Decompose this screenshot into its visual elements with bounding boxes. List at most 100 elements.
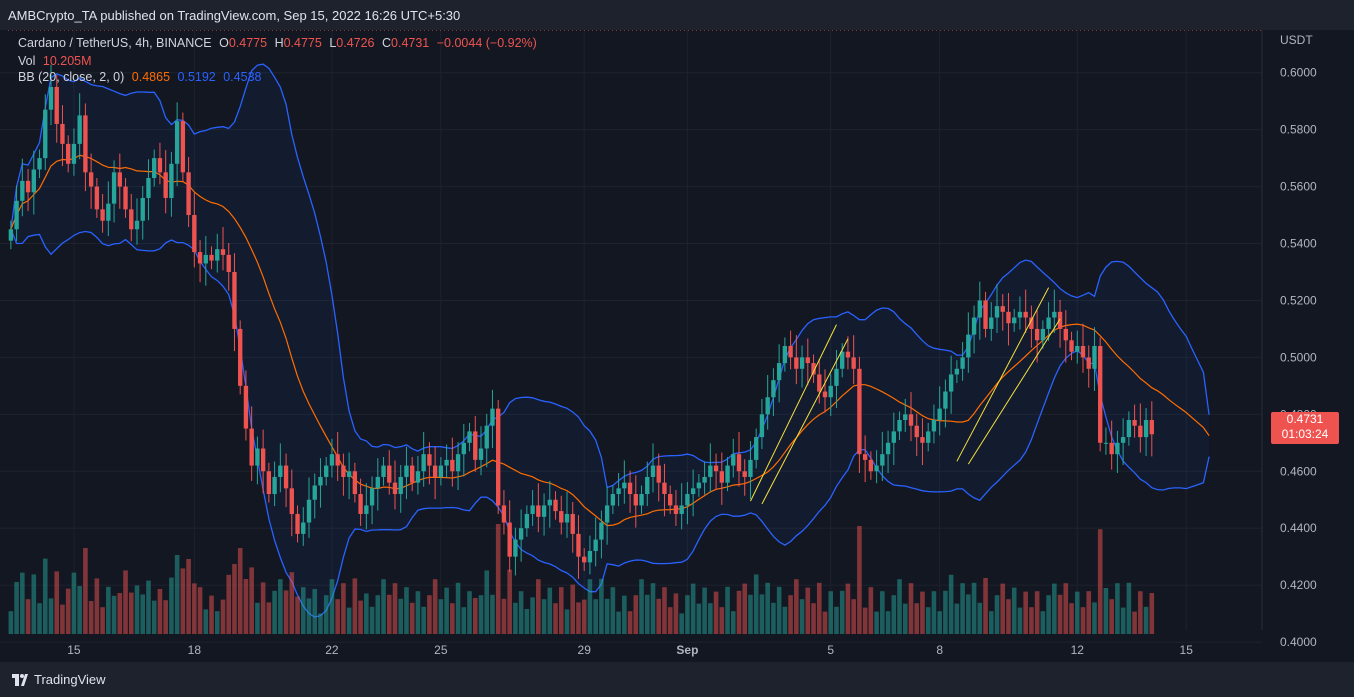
y-tick-label: 0.5800 [1280,123,1317,137]
volume-bar [1017,607,1023,634]
candle-body [868,459,874,472]
candle-body [891,431,896,443]
candle-body [937,408,942,421]
candle-body [197,252,203,264]
volume-bar [37,603,42,634]
volume-bar [214,611,220,634]
tradingview-logo[interactable]: TradingView [12,672,106,687]
volume-bar [1109,599,1114,634]
candle-body [1029,317,1034,329]
volume-bar [610,587,616,634]
candle-body [1126,420,1132,438]
change-value: −0.0044 (−0.92%) [436,36,537,50]
volume-bar [811,603,816,634]
candle-body [226,254,231,272]
candle-body [283,465,289,489]
chart-area[interactable] [0,30,1344,662]
x-tick-label: 25 [434,643,448,657]
candle-body [954,368,960,375]
volume-bar [1046,595,1051,634]
volume-bar [369,606,375,634]
volume-bar [730,611,736,634]
volume-bar [186,559,191,634]
volume-bar [908,583,914,634]
volume-bar [358,600,363,634]
candle-body [920,437,925,443]
candle-body [455,454,461,472]
last-price-tag: 0.4731 01:03:24 [1271,412,1339,444]
candle-body [507,522,512,557]
volume-bar [1023,591,1028,634]
candle-body [232,271,237,329]
candle-body [272,476,277,495]
volume-bar [994,595,1000,634]
candle-body [587,550,593,563]
volume-bar [885,611,891,634]
volume-bar [794,579,799,634]
x-tick-label: 22 [325,643,339,657]
candle-body [1092,346,1097,369]
candle-body [421,454,426,472]
volume-bar [977,602,983,634]
candle-body [461,442,466,455]
candle-body [375,476,380,489]
price-chart-svg[interactable]: 0.6000 0.5800 0.5600 0.5400 0.5200 0.5000 0.48… [0,30,1354,662]
candle-body [754,437,759,460]
candle-body [255,448,260,466]
candle-body [1109,442,1114,455]
candle-body [432,465,438,477]
x-tick-label: Sep [676,643,698,657]
o-label: O [219,36,229,50]
volume-bar [146,580,151,634]
volume-legend-row: Vol 10.205M [18,54,96,68]
candle-body [536,505,541,517]
candle-body [943,391,948,409]
volume-bar [1052,583,1057,634]
bb-fill [10,64,1210,618]
volume-bar [966,594,971,634]
volume-bar [197,587,203,634]
volume-bar [937,611,942,634]
volume-bar [375,595,381,634]
y-tick-label: 0.4600 [1280,464,1317,478]
candle-body [547,499,552,506]
candle-body [679,505,684,514]
volume-bar [662,587,667,634]
volume-bar [381,579,386,634]
candle-body [1063,328,1068,341]
volume-bar [386,594,392,634]
candle-body [450,459,455,472]
volume-bar [690,583,696,634]
volume-bar [283,590,289,634]
volume-bar [472,598,478,634]
volume-bar [988,611,994,634]
volume-bar [42,558,48,634]
volume-bar [1040,611,1046,634]
volume-bar [300,587,306,634]
candle-body [473,431,478,460]
candle-body [312,485,317,500]
candle-body [66,143,71,164]
volume-bar [255,602,260,634]
candle-body [656,465,661,483]
volume-bar [1115,583,1120,634]
candle-body [243,385,249,429]
volume-bar [163,600,168,634]
volume-bar [639,579,644,634]
volume-bar [421,606,426,634]
volume-bar [1126,582,1132,634]
volume-bar [880,591,885,634]
candle-body [713,465,719,472]
candle-body [501,505,507,523]
candle-body [25,180,31,193]
h-value: 0.4775 [283,36,322,50]
candle-body [100,209,105,221]
candle-body [427,454,432,466]
volume-bar [83,548,88,634]
volume-bar [14,582,19,634]
volume-bar [48,598,54,634]
candle-body [438,465,444,477]
candle-body [1012,317,1017,324]
volume-bar [536,579,541,634]
candle-body [633,494,638,506]
